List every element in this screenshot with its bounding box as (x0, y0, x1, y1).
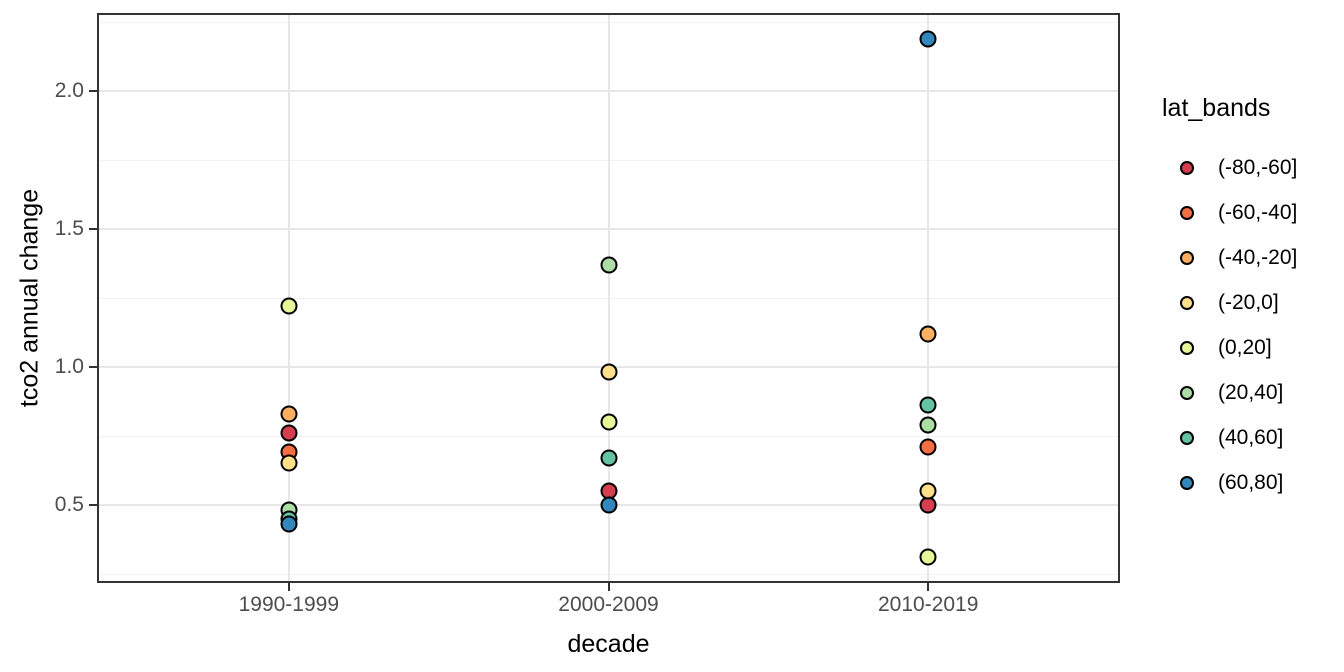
data-point (600, 413, 617, 431)
legend-entry-label: (40,60] (1218, 425, 1284, 449)
data-point (919, 325, 937, 343)
data-point (600, 363, 617, 381)
legend-entry: (60,80] (1180, 460, 1297, 505)
data-point (600, 496, 617, 514)
y-tick-label: 0.5 (54, 492, 84, 516)
legend-entry: (-40,-20] (1180, 235, 1297, 280)
data-point (280, 297, 298, 315)
legend-entry: (-20,0] (1180, 280, 1297, 325)
x-gridline-major (607, 15, 610, 581)
data-point (280, 405, 298, 423)
legend-key-circle (1180, 340, 1194, 355)
legend-entry-label: (-60,-40] (1218, 200, 1298, 224)
legend: lat_bands (-80,-60] (-60,-40] (-40,-20] (-2… (1162, 94, 1297, 505)
data-point (600, 449, 617, 467)
x-gridline-major (927, 15, 930, 581)
data-point (919, 30, 937, 48)
x-tick (607, 583, 610, 591)
y-tick (89, 365, 97, 368)
data-point (919, 438, 937, 456)
legend-entries: (-80,-60] (-60,-40] (-40,-20] (-20,0] (0,20]… (1180, 145, 1297, 505)
legend-key-circle (1180, 295, 1194, 310)
legend-title: lat_bands (1162, 94, 1271, 122)
y-tick (89, 228, 97, 231)
legend-entry: (-60,-40] (1180, 190, 1297, 235)
legend-entry-label: (0,20] (1218, 335, 1272, 359)
legend-key-circle (1180, 475, 1194, 490)
legend-key-circle (1180, 160, 1194, 175)
data-point (919, 396, 937, 414)
legend-entry-label: (60,80] (1218, 470, 1284, 494)
x-tick (287, 583, 290, 591)
legend-entry: (-80,-60] (1180, 145, 1297, 190)
data-point (919, 482, 937, 500)
x-axis-title: decade (567, 630, 650, 658)
legend-entry-label: (-20,0] (1218, 290, 1279, 314)
data-point (280, 515, 298, 533)
legend-entry-label: (20,40] (1218, 380, 1284, 404)
x-tick (927, 583, 930, 591)
x-tick-label: 1990-1999 (238, 593, 340, 616)
y-tick (89, 503, 97, 506)
data-point (600, 256, 617, 274)
legend-entry: (0,20] (1180, 325, 1297, 370)
y-tick-label: 2.0 (54, 79, 84, 103)
data-point (280, 454, 298, 472)
legend-entry: (20,40] (1180, 370, 1297, 415)
data-point (919, 416, 937, 434)
legend-key-circle (1180, 430, 1194, 445)
legend-entry-label: (-40,-20] (1218, 245, 1298, 269)
y-tick (89, 90, 97, 93)
legend-key-circle (1180, 205, 1194, 220)
data-point (280, 424, 298, 442)
legend-entry-label: (-80,-60] (1218, 155, 1298, 179)
x-tick-label: 2010-2019 (877, 593, 979, 616)
plot-panel (97, 13, 1120, 583)
legend-key-circle (1180, 385, 1194, 400)
data-point (919, 548, 937, 566)
y-tick-label: 1.0 (54, 354, 84, 378)
legend-entry: (40,60] (1180, 415, 1297, 460)
x-tick-label: 2000-2009 (558, 593, 659, 616)
legend-key-circle (1180, 250, 1194, 265)
y-tick-label: 1.5 (54, 217, 84, 241)
